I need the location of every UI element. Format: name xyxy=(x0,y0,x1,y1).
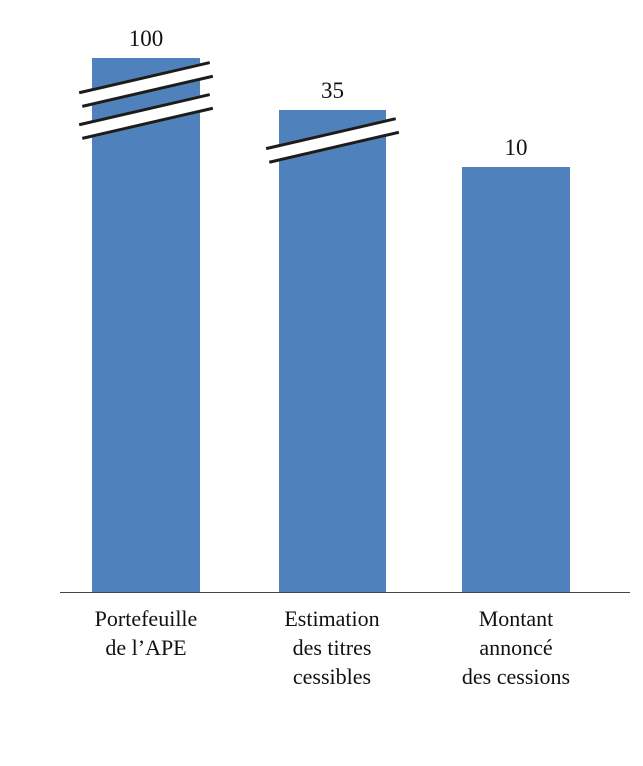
category-label-line: annoncé xyxy=(479,635,553,661)
category-label-line: des titres xyxy=(292,635,372,661)
value-label: 100 xyxy=(128,26,164,51)
category-label-line: Portefeuille xyxy=(94,606,198,631)
value-label: 10 xyxy=(504,135,528,160)
category-label-montant: Montant annoncé des cessions xyxy=(428,604,604,691)
x-axis-line xyxy=(60,592,630,593)
axis-break-icon xyxy=(265,117,400,164)
category-label-line: Estimation xyxy=(284,606,380,631)
category-label-line: Montant xyxy=(478,606,554,631)
value-label: 35 xyxy=(321,78,344,103)
bar-titres-cessibles xyxy=(265,110,400,593)
category-label-estimation: Estimation des titres cessibles xyxy=(244,604,420,691)
category-label-portefeuille: Portefeuille de l’APE xyxy=(58,604,234,662)
category-label-line: de l’APE xyxy=(105,635,187,661)
category-label-line: des cessions xyxy=(461,664,571,690)
bar-portefeuille-ape xyxy=(78,58,214,593)
bar-montant-cessions xyxy=(462,167,570,593)
category-label-line: cessibles xyxy=(292,664,372,690)
